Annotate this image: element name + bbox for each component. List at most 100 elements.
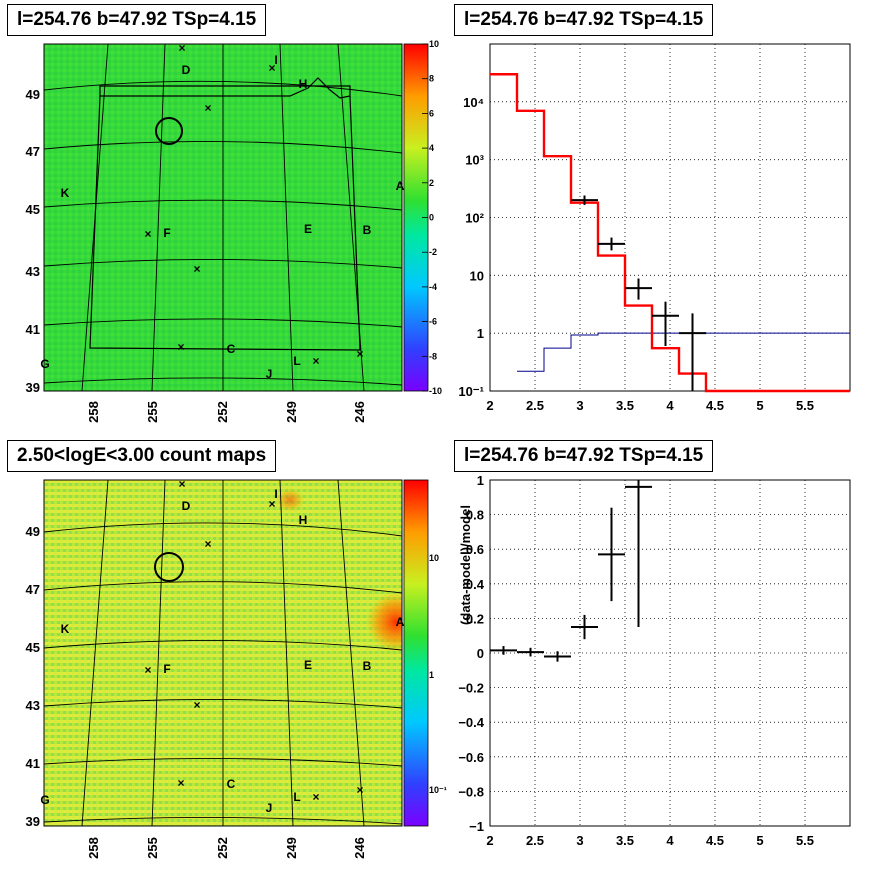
map-lat-tick: 43 xyxy=(26,264,40,279)
spectrum-plot xyxy=(489,43,851,393)
source-label: B xyxy=(363,223,372,237)
residual-content xyxy=(490,480,652,662)
source-label: C xyxy=(227,777,236,791)
source-label: J xyxy=(266,801,273,815)
source-label: D xyxy=(182,499,191,513)
map-lat-tick: 39 xyxy=(26,380,40,395)
spectrum-x-tick: 3 xyxy=(576,398,583,413)
source-marker: × xyxy=(204,537,211,551)
spectrum-x-tick: 5 xyxy=(756,398,763,413)
residual-y-tick: 0.8 xyxy=(466,508,484,523)
source-marker: × xyxy=(356,347,363,361)
source-label: H xyxy=(299,513,308,527)
source-label: I xyxy=(274,487,277,501)
map-lat-tick: 47 xyxy=(26,144,40,159)
residual-grid xyxy=(489,479,850,827)
source-marker: × xyxy=(193,698,200,712)
source-marker: × xyxy=(177,340,184,354)
spectrum-y-tick: 10³ xyxy=(465,153,484,168)
source-label: F xyxy=(163,226,170,240)
map-lat-tick: 49 xyxy=(26,524,40,539)
map-lon-tick: 258 xyxy=(86,401,101,423)
spectrum-content xyxy=(490,73,850,393)
colorbar-top-label: -2 xyxy=(429,247,437,257)
source-marker: × xyxy=(204,101,211,115)
residual-x-tick: 4 xyxy=(666,833,674,848)
source-label: K xyxy=(61,622,70,636)
spectrum-x-tick: 2 xyxy=(486,398,493,413)
residual-y-tick: 0 xyxy=(477,646,484,661)
colorbar-top-label: 6 xyxy=(429,108,434,118)
colorbar-top-label: -8 xyxy=(429,351,437,361)
residual-x-tick: 2.5 xyxy=(526,833,544,848)
source-label: E xyxy=(304,222,312,236)
map-lon-tick: 252 xyxy=(215,837,230,859)
source-label: F xyxy=(163,662,170,676)
source-label: D xyxy=(182,63,191,77)
spectrum-x-tick: 5.5 xyxy=(796,398,814,413)
map-lat-tick: 47 xyxy=(26,582,40,597)
spectrum-y-tick: 1 xyxy=(477,326,484,341)
map-lon-tick: 258 xyxy=(86,837,101,859)
source-label: A xyxy=(396,179,405,193)
colorbar-top-label: 8 xyxy=(429,74,434,84)
residual-x-tick: 4.5 xyxy=(706,833,724,848)
source-label: G xyxy=(40,357,49,371)
map-lon-tick: 249 xyxy=(284,401,299,423)
source-marker: × xyxy=(268,61,275,75)
map-lat-tick: 45 xyxy=(26,640,40,655)
map-lat-tick: 49 xyxy=(26,87,40,102)
spectrum-y-tick: 10⁴ xyxy=(463,95,484,110)
bottom-colorbar xyxy=(403,479,429,827)
residual-x-tick: 2 xyxy=(486,833,493,848)
bottom-right-title: l=254.76 b=47.92 TSp=4.15 xyxy=(454,440,714,472)
colorbar-top-label: 10 xyxy=(429,39,439,49)
colorbar-bottom-label: 10⁻¹ xyxy=(429,785,447,795)
source-label: A xyxy=(396,615,405,629)
residual-x-tick: 3.5 xyxy=(616,833,634,848)
count-map-grid xyxy=(44,480,402,826)
source-marker: × xyxy=(193,262,200,276)
map-lat-tick: 41 xyxy=(26,756,40,771)
spectrum-y-tick: 10⁻¹ xyxy=(458,384,484,399)
residual-y-tick: −0.8 xyxy=(458,784,484,799)
total-model-line xyxy=(490,73,850,393)
map-lat-tick: 41 xyxy=(26,322,40,337)
residual-x-tick: 3 xyxy=(576,833,583,848)
residual-y-tick: −0.2 xyxy=(458,681,484,696)
map-lon-tick: 252 xyxy=(215,401,230,423)
residual-y-tick: −0.4 xyxy=(458,715,484,730)
residual-y-tick: 1 xyxy=(477,473,484,488)
map-lon-tick: 249 xyxy=(284,837,299,859)
residual-y-tick: −0.6 xyxy=(458,750,484,765)
source-marker: × xyxy=(178,477,185,491)
source-marker: × xyxy=(268,497,275,511)
residual-y-tick: 0.6 xyxy=(466,542,484,557)
source-marker: × xyxy=(178,41,185,55)
residual-y-tick: −1 xyxy=(469,819,484,834)
source-label: B xyxy=(363,659,372,673)
colorbar-bottom-label: 1 xyxy=(429,670,434,680)
residual-plot xyxy=(489,479,851,827)
residual-x-tick: 5 xyxy=(756,833,763,848)
residual-y-axis-label: (data-model)/model xyxy=(458,505,473,625)
map-lon-tick: 246 xyxy=(352,837,367,859)
source-marker: × xyxy=(356,783,363,797)
bottom-left-map xyxy=(43,479,403,827)
source-label: E xyxy=(304,658,312,672)
map-lat-tick: 39 xyxy=(26,814,40,829)
colorbar-top-label: -6 xyxy=(429,317,437,327)
map-lon-tick: 255 xyxy=(145,837,160,859)
colorbar-top-label: 2 xyxy=(429,178,434,188)
residual-y-tick: 0.4 xyxy=(466,577,485,592)
source-label: L xyxy=(293,354,300,368)
source-label: C xyxy=(227,342,236,356)
source-label: L xyxy=(293,790,300,804)
spectrum-x-tick: 4 xyxy=(666,398,674,413)
residual-x-tick: 5.5 xyxy=(796,833,814,848)
colorbar-top-label: 0 xyxy=(429,213,434,223)
colorbar-bottom-label: 10 xyxy=(429,553,439,563)
colorbar-top-label: -10 xyxy=(429,386,442,396)
spectrum-x-tick: 2.5 xyxy=(526,398,544,413)
